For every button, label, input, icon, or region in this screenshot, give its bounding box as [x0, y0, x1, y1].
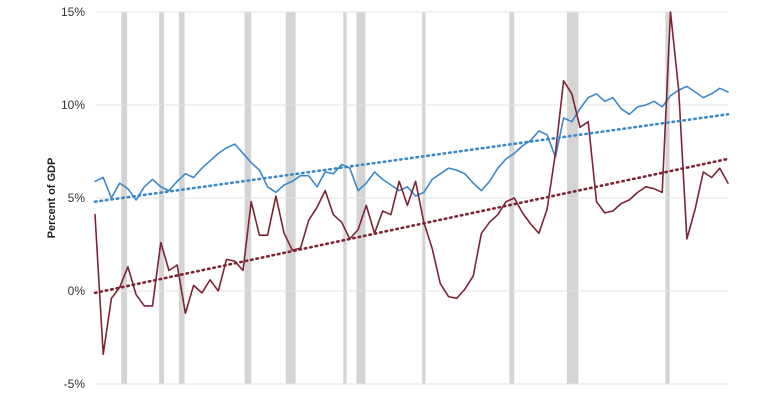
- y-axis-title: Percent of GDP: [46, 158, 58, 239]
- y-tick-labels: -5% 0% 5% 10% 15%: [61, 5, 85, 391]
- y-tick-label: 5%: [68, 191, 86, 205]
- trend-line-blue: [93, 113, 730, 203]
- y-tick-label: 0%: [68, 284, 86, 298]
- trend-line-red: [93, 157, 730, 295]
- series-line-red: [94, 11, 729, 356]
- gridlines: [95, 11, 728, 385]
- series-lines: [93, 11, 730, 356]
- y-tick-label: 10%: [61, 98, 85, 112]
- y-tick-label: -5%: [64, 377, 86, 391]
- y-tick-label: 15%: [61, 5, 85, 19]
- series-line-blue: [94, 85, 729, 201]
